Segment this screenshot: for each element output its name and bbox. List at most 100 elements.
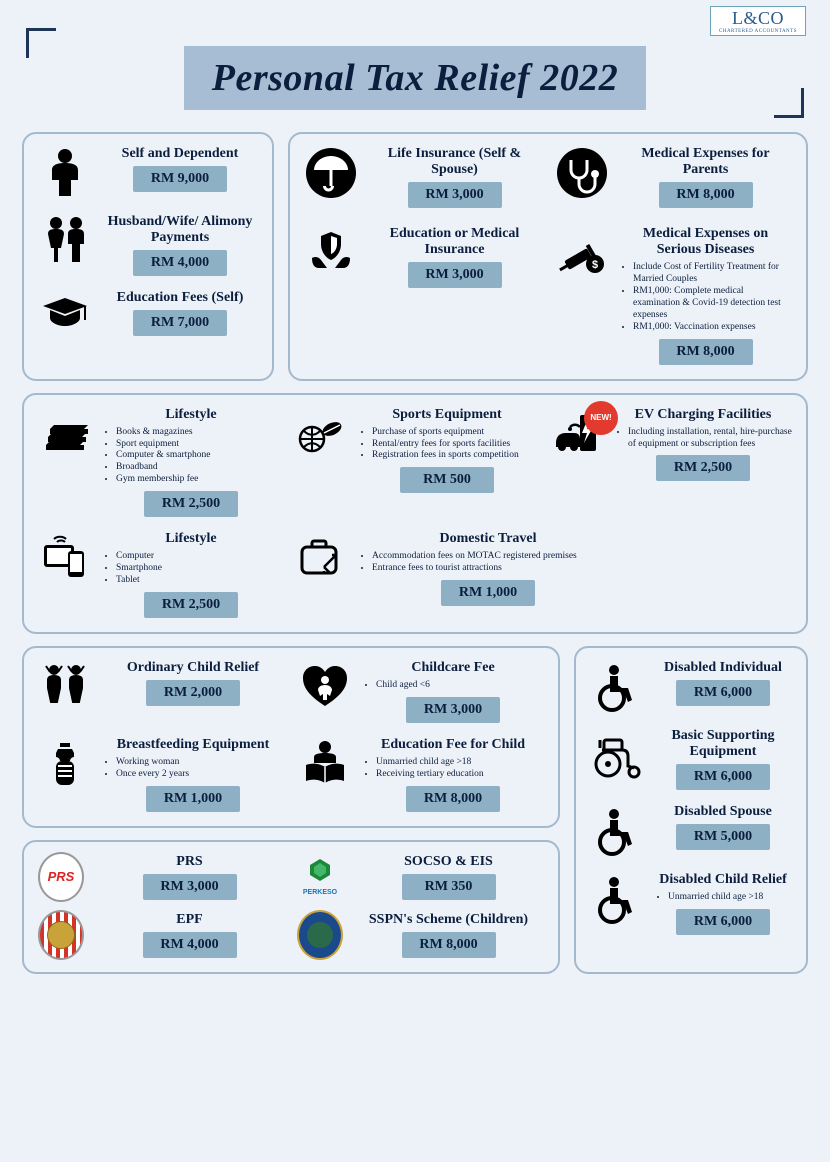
item-amount: RM 2,000: [146, 680, 240, 706]
item-details: Include Cost of Fertility Treatment for …: [619, 262, 792, 333]
item-details: Unmarried child age >18: [654, 892, 792, 904]
relief-item: Breastfeeding Equipment Working womanOnc…: [38, 737, 284, 812]
relief-item: Basic Supporting EquipmentRM 6,000: [590, 728, 792, 790]
item-label: Husband/Wife/ Alimony Payments: [102, 214, 258, 246]
relief-item: Life Insurance (Self & Spouse) RM 3,000: [304, 146, 541, 208]
devices-icon: [38, 531, 92, 585]
item-amount: RM 6,000: [676, 909, 770, 935]
reading-icon: [298, 737, 352, 791]
item-amount: RM 6,000: [676, 680, 770, 706]
wheelchair-icon: [590, 804, 644, 858]
item-label: Ordinary Child Relief: [102, 660, 284, 676]
relief-item: Medical Expenses on Serious Diseases Inc…: [555, 226, 792, 364]
relief-item: Lifestyle Books & magazinesSport equipme…: [38, 407, 280, 517]
books-icon: [38, 407, 92, 461]
children-icon: [38, 660, 92, 714]
couple-icon: [38, 214, 92, 268]
wheelchair-icon: [590, 660, 644, 714]
item-details: Child aged <6: [362, 680, 544, 692]
syringe-icon: [555, 226, 609, 280]
item-label: Lifestyle: [102, 531, 280, 547]
title-bracket-icon: [26, 28, 56, 58]
shield-hands-icon: [304, 226, 358, 280]
item-label: SOCSO & EIS: [353, 854, 544, 870]
relief-item: Husband/Wife/ Alimony Payments RM 4,000: [38, 214, 258, 276]
item-label: Breastfeeding Equipment: [102, 737, 284, 753]
item-label: Education Fee for Child: [362, 737, 544, 753]
item-label: EV Charging Facilities: [614, 407, 792, 423]
item-amount: RM 2,500: [144, 592, 238, 618]
prs-logo-icon: PRS: [38, 854, 84, 900]
relief-item: Sports Equipment Purchase of sports equi…: [294, 407, 536, 517]
item-label: EPF: [94, 912, 285, 928]
item-label: Lifestyle: [102, 407, 280, 423]
item-amount: RM 8,000: [659, 182, 753, 208]
perkeso-logo-icon: PERKESO: [297, 854, 343, 900]
relief-item: Lifestyle ComputerSmartphoneTablet RM 2,…: [38, 531, 280, 618]
item-amount: RM 3,000: [143, 874, 237, 900]
relief-item: PRS PRS RM 3,000: [38, 854, 285, 900]
item-amount: RM 3,000: [408, 262, 502, 288]
logo-sub: CHARTERED ACCOUNTANTS: [719, 29, 797, 34]
item-label: Disabled Spouse: [654, 804, 792, 820]
relief-item: SSPN's Scheme (Children) RM 8,000: [297, 912, 544, 958]
item-details: Unmarried child age >18Receiving tertiar…: [362, 757, 544, 781]
wheelchair-icon: [590, 872, 644, 926]
relief-item: Medical Expenses for ParentsRM 8,000: [555, 146, 792, 208]
item-label: Medical Expenses on Serious Diseases: [619, 226, 792, 258]
relief-item: Education or Medical Insurance RM 3,000: [304, 226, 541, 364]
item-amount: RM 8,000: [402, 932, 496, 958]
item-label: Disabled Child Relief: [654, 872, 792, 888]
relief-item: Education Fee for Child Unmarried child …: [298, 737, 544, 812]
item-amount: RM 9,000: [133, 166, 227, 192]
item-label: Self and Dependent: [102, 146, 258, 162]
stethoscope-icon: [555, 146, 609, 200]
new-badge-icon: NEW!: [586, 403, 616, 433]
relief-item: Self and Dependent RM 9,000: [38, 146, 258, 200]
item-amount: RM 500: [400, 467, 494, 493]
item-label: Disabled Individual: [654, 660, 792, 676]
item-amount: RM 8,000: [406, 786, 500, 812]
item-amount: RM 6,000: [676, 764, 770, 790]
item-label: PRS: [94, 854, 285, 870]
item-details: Accommodation fees on MOTAC registered p…: [358, 551, 618, 575]
item-amount: RM 3,000: [408, 182, 502, 208]
item-amount: RM 350: [402, 874, 496, 900]
panel-children: Ordinary Child Relief RM 2,000 Childcare …: [22, 646, 560, 828]
relief-item: Domestic Travel Accommodation fees on MO…: [294, 531, 792, 618]
item-label: Education Fees (Self): [102, 290, 258, 306]
item-amount: RM 5,000: [676, 824, 770, 850]
wheelchair-equipment-icon: [590, 728, 644, 782]
logo-main: L&CO: [732, 8, 784, 28]
item-amount: RM 4,000: [143, 932, 237, 958]
item-amount: RM 7,000: [133, 310, 227, 336]
item-amount: RM 1,000: [441, 580, 535, 606]
sspn-logo-icon: [297, 912, 343, 958]
item-label: Education or Medical Insurance: [368, 226, 541, 258]
item-label: Domestic Travel: [358, 531, 618, 547]
item-label: Life Insurance (Self & Spouse): [368, 146, 541, 178]
relief-item: Disabled Spouse RM 5,000: [590, 804, 792, 858]
item-details: ComputerSmartphoneTablet: [102, 551, 280, 587]
relief-item: Disabled Individual RM 6,000: [590, 660, 792, 714]
person-icon: [38, 146, 92, 200]
logo-badge: L&CO CHARTERED ACCOUNTANTS: [710, 6, 806, 36]
panel-disabled: Disabled Individual RM 6,000 Basic Suppor…: [574, 646, 808, 974]
item-details: Including installation, rental, hire-pur…: [614, 427, 792, 451]
item-amount: RM 3,000: [406, 697, 500, 723]
item-label: SSPN's Scheme (Children): [353, 912, 544, 928]
heart-child-icon: [298, 660, 352, 714]
title-block: Personal Tax Relief 2022: [40, 46, 790, 110]
item-amount: RM 4,000: [133, 250, 227, 276]
item-amount: RM 2,500: [656, 455, 750, 481]
relief-item: NEW! EV Charging Facilities Including in…: [550, 407, 792, 517]
item-label: Childcare Fee: [362, 660, 544, 676]
title-bracket-icon: [774, 88, 804, 118]
epf-logo-icon: [38, 912, 84, 958]
relief-item: PERKESO SOCSO & EIS RM 350: [297, 854, 544, 900]
relief-item: EPF RM 4,000: [38, 912, 285, 958]
item-label: Sports Equipment: [358, 407, 536, 423]
panel-self-family: Self and Dependent RM 9,000 Husband/Wife/…: [22, 132, 274, 381]
item-details: Working womanOnce every 2 years: [102, 757, 284, 781]
gradcap-icon: [38, 290, 92, 344]
